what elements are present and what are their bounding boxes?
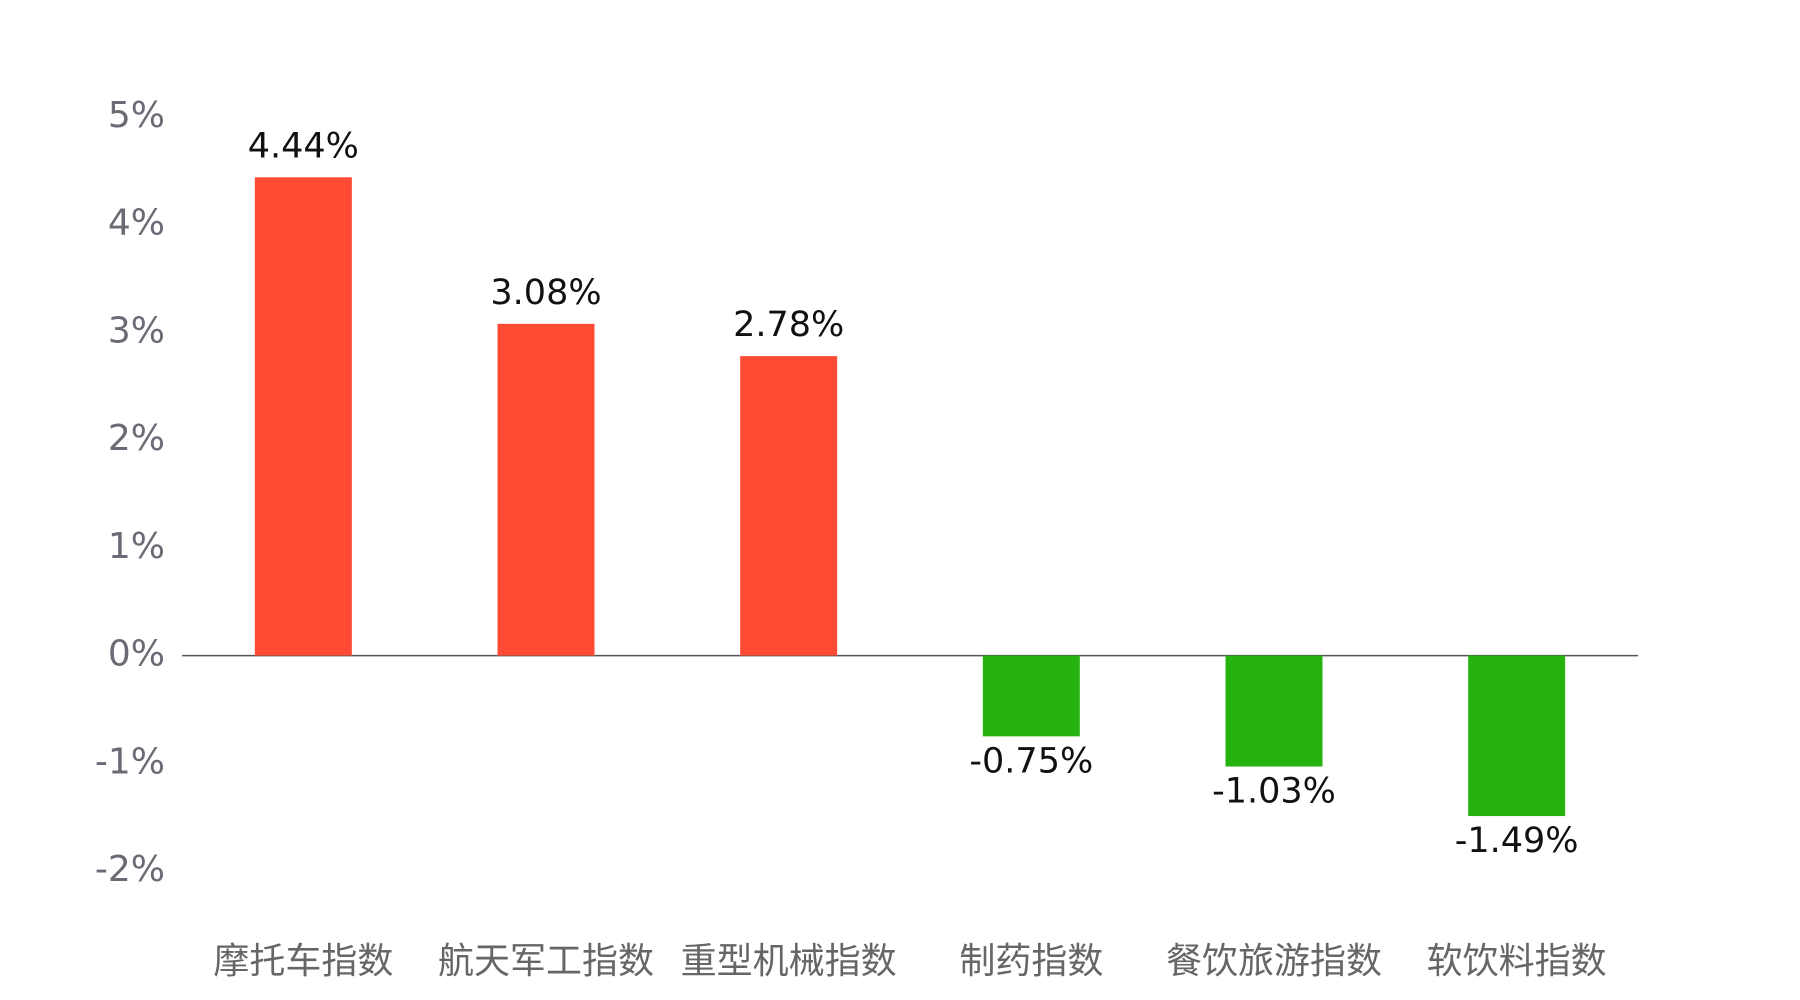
y-tick-label: -1% [95,741,165,782]
y-tick-label: 0% [108,634,165,675]
x-tick-label: 制药指数 [959,941,1103,982]
y-tick-label: -2% [95,849,165,890]
bar [1225,655,1323,767]
value-label: 2.78% [733,305,844,345]
y-tick-label: 5% [108,95,165,136]
value-label: -1.49% [1455,821,1579,861]
x-tick-label: 重型机械指数 [681,941,897,982]
value-label: 3.08% [490,273,601,313]
y-tick-label: 4% [108,203,165,244]
bar [982,655,1080,737]
x-tick-label: 航天军工指数 [438,941,654,982]
y-tick-label: 1% [108,526,165,567]
value-label: -0.75% [969,741,1093,781]
bar [740,356,838,656]
y-tick-label: 3% [108,310,165,351]
bar [1468,655,1566,817]
bar [497,323,595,656]
value-label: -1.03% [1212,772,1336,812]
x-tick-label: 餐饮旅游指数 [1166,941,1382,982]
x-tick-label: 摩托车指数 [213,941,393,982]
bar [254,177,352,656]
value-label: 4.44% [248,126,359,166]
x-tick-label: 软饮料指数 [1427,941,1607,982]
y-tick-label: 2% [108,418,165,459]
